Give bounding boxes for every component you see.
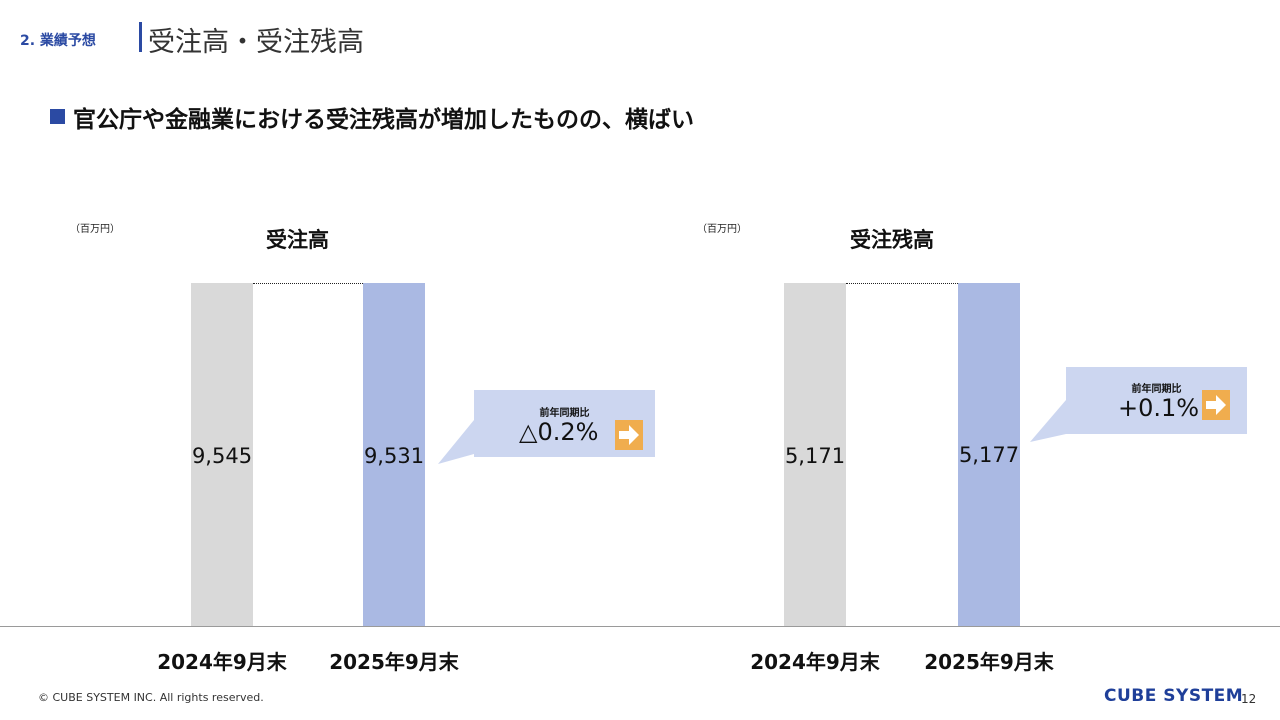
bar: [363, 283, 425, 626]
callout-tail: [1030, 400, 1066, 442]
x-tick-label: 2024年9月末: [157, 650, 287, 674]
bar: [784, 283, 846, 626]
callout-value: +0.1%: [1118, 394, 1200, 422]
section-label: 2. 業績予想: [20, 33, 96, 49]
bar-connector: [253, 283, 363, 284]
chart-unit: （百万円）: [70, 224, 120, 235]
bar: [191, 283, 253, 626]
headline-bullet: [50, 109, 65, 124]
bar-value-label: 5,177: [958, 443, 1020, 467]
x-tick-label: 2025年9月末: [329, 650, 459, 674]
chart-unit: （百万円）: [697, 224, 747, 235]
bar-value-label: 9,531: [363, 444, 425, 468]
callout-label: 前年同期比: [1131, 384, 1182, 395]
chart-baseline: [0, 626, 1280, 627]
arrow-right-icon: [1202, 390, 1230, 420]
bar-value-label: 5,171: [784, 444, 846, 468]
chart-title: 受注高: [266, 228, 329, 252]
headline: 官公庁や金融業における受注残高が増加したものの、横ばい: [73, 107, 694, 133]
copyright: © CUBE SYSTEM INC. All rights reserved.: [38, 691, 264, 704]
x-tick-label: 2024年9月末: [750, 650, 880, 674]
chart-title: 受注残高: [850, 228, 934, 252]
brand-logo: CUBE SYSTEM: [1104, 686, 1244, 706]
arrow-right-icon: [615, 420, 643, 450]
title-divider: [139, 22, 142, 52]
bar-value-label: 9,545: [191, 444, 253, 468]
x-tick-label: 2025年9月末: [924, 650, 1054, 674]
callout-label: 前年同期比: [539, 408, 590, 419]
callout-tail: [438, 420, 474, 464]
page-number: 12: [1241, 692, 1257, 706]
callout-value: △0.2%: [519, 418, 599, 446]
bar: [958, 283, 1020, 626]
page-title: 受注高・受注残高: [148, 27, 364, 58]
bar-connector: [846, 283, 958, 284]
